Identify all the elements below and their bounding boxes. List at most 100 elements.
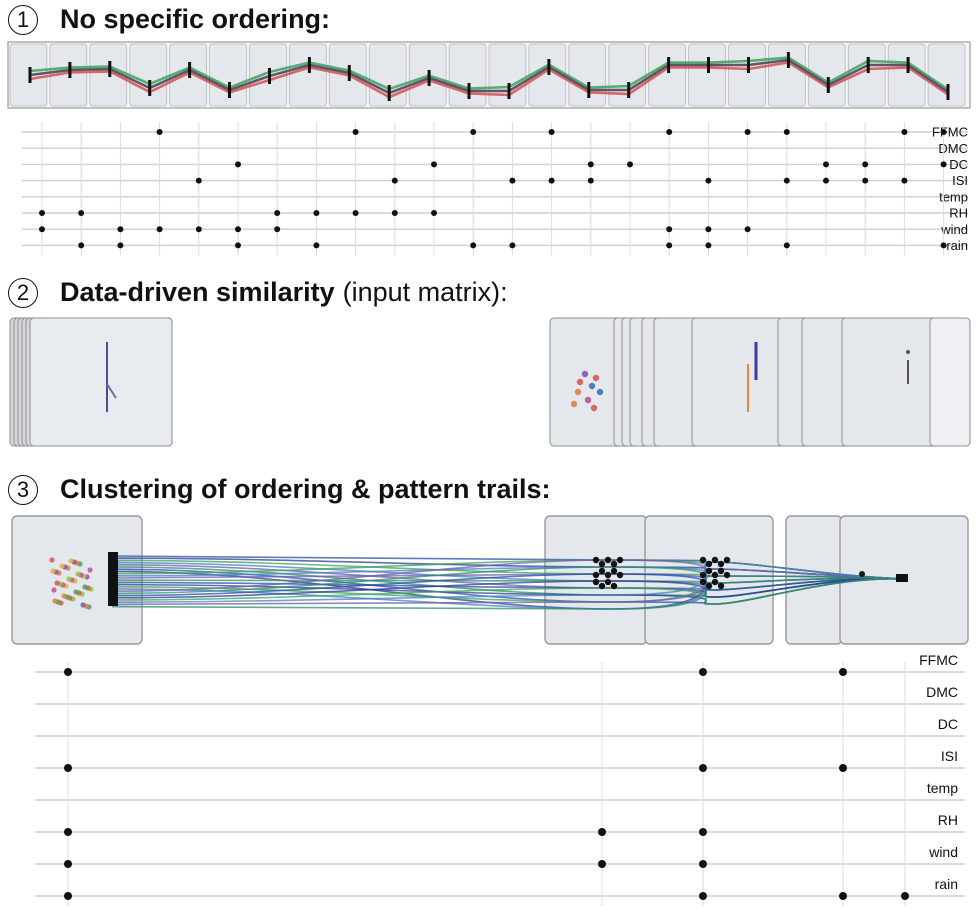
trail-node [717, 567, 725, 575]
matrix-dot [598, 860, 606, 868]
trail-node [699, 578, 707, 586]
matrix-dot [839, 668, 847, 676]
matrix-dot [901, 177, 908, 184]
matrix-dot [839, 892, 847, 900]
scatter-point [592, 374, 600, 382]
scatter-point [49, 557, 55, 563]
trail-node [188, 62, 192, 78]
matrix-dot [313, 210, 320, 216]
similarity-stacks [9, 317, 971, 447]
mini-panel [129, 43, 168, 107]
trail-node [592, 571, 600, 579]
trail-source [108, 552, 118, 606]
scatter-point [66, 576, 72, 582]
scatter-point [590, 404, 598, 412]
trail-node [705, 567, 713, 575]
matrix-dot [39, 226, 45, 233]
matrix-dot [313, 242, 320, 249]
matrix-dot [78, 210, 85, 216]
pattern-glyph [106, 383, 117, 399]
trail-node [627, 82, 631, 98]
trail-node [711, 578, 719, 586]
attribute-label: rain [935, 876, 958, 892]
trail-node [866, 57, 870, 73]
clustered-pattern-trails [11, 515, 969, 645]
trail-node [427, 70, 431, 86]
mini-panel [288, 43, 327, 107]
matrix-dot [548, 129, 555, 135]
matrix-dot [940, 161, 947, 168]
mini-panel [568, 43, 607, 107]
trail-node [610, 567, 618, 575]
matrix-dot [64, 892, 72, 900]
matrix-dot [470, 242, 477, 249]
trail-node [723, 556, 731, 564]
matrix-dot [823, 177, 829, 184]
mini-panel [9, 43, 48, 107]
matrix-dot [117, 242, 124, 249]
trail-node [711, 556, 719, 564]
matrix-dot [235, 226, 241, 233]
matrix-dot [862, 177, 869, 184]
attribute-label: FFMC [932, 125, 968, 140]
attribute-label: RH [949, 206, 968, 221]
matrix-dot [470, 129, 477, 135]
trail-node [28, 67, 32, 83]
attribute-label: FFMC [919, 652, 958, 668]
attribute-label: RH [938, 812, 958, 828]
stacked-panel [929, 317, 971, 447]
trail-node [616, 556, 624, 564]
trail-node [859, 571, 865, 577]
pattern-trail [111, 566, 906, 595]
scatter-point [596, 388, 604, 396]
matrix-dot [64, 668, 72, 676]
matrix-dot [587, 177, 594, 184]
matrix-dot [64, 764, 72, 772]
stacked-panel [691, 317, 785, 447]
matrix-dot [235, 242, 241, 249]
attribute-matrix-clustered: FFMC DMC DC ISI temp RH wind rain [35, 652, 965, 906]
matrix-dot [839, 764, 847, 772]
trail-node [705, 560, 713, 568]
trail-node [786, 52, 790, 68]
matrix-dot [156, 226, 163, 233]
matrix-dot [940, 242, 947, 249]
trail-node [616, 571, 624, 579]
scatter-point [584, 396, 592, 404]
trail-node [711, 571, 719, 579]
attribute-label: ISI [941, 748, 958, 764]
pattern-trail [111, 561, 906, 603]
trail-node [547, 59, 551, 75]
section-2-number: 2 [8, 277, 38, 308]
trail-node [717, 582, 725, 590]
trail-node [826, 77, 830, 93]
attribute-label: temp [927, 780, 958, 796]
trail-node [717, 560, 725, 568]
matrix-dot [666, 242, 673, 249]
trail-node [598, 582, 606, 590]
trail-node [507, 83, 511, 99]
matrix-dot [64, 860, 72, 868]
matrix-dot [64, 828, 72, 836]
scatter-point [581, 370, 589, 378]
matrix-dot [431, 161, 437, 168]
trail-line [29, 61, 949, 99]
stacked-panel [29, 317, 173, 447]
attribute-label: wind [940, 222, 968, 237]
scatter-point [68, 558, 74, 564]
trail-node [268, 68, 271, 84]
trail-node [699, 571, 707, 579]
matrix-dot [783, 177, 790, 184]
matrix-dot [862, 161, 869, 168]
trail-line [29, 58, 949, 95]
scatter-point [50, 568, 56, 574]
trail-node [667, 57, 671, 73]
trail-node [610, 582, 618, 590]
matrix-dot [627, 161, 633, 168]
pattern-trail [111, 573, 906, 597]
scatter-point [61, 593, 67, 599]
matrix-dot [352, 129, 359, 135]
trail-node [604, 556, 612, 564]
matrix-dot [783, 129, 790, 135]
